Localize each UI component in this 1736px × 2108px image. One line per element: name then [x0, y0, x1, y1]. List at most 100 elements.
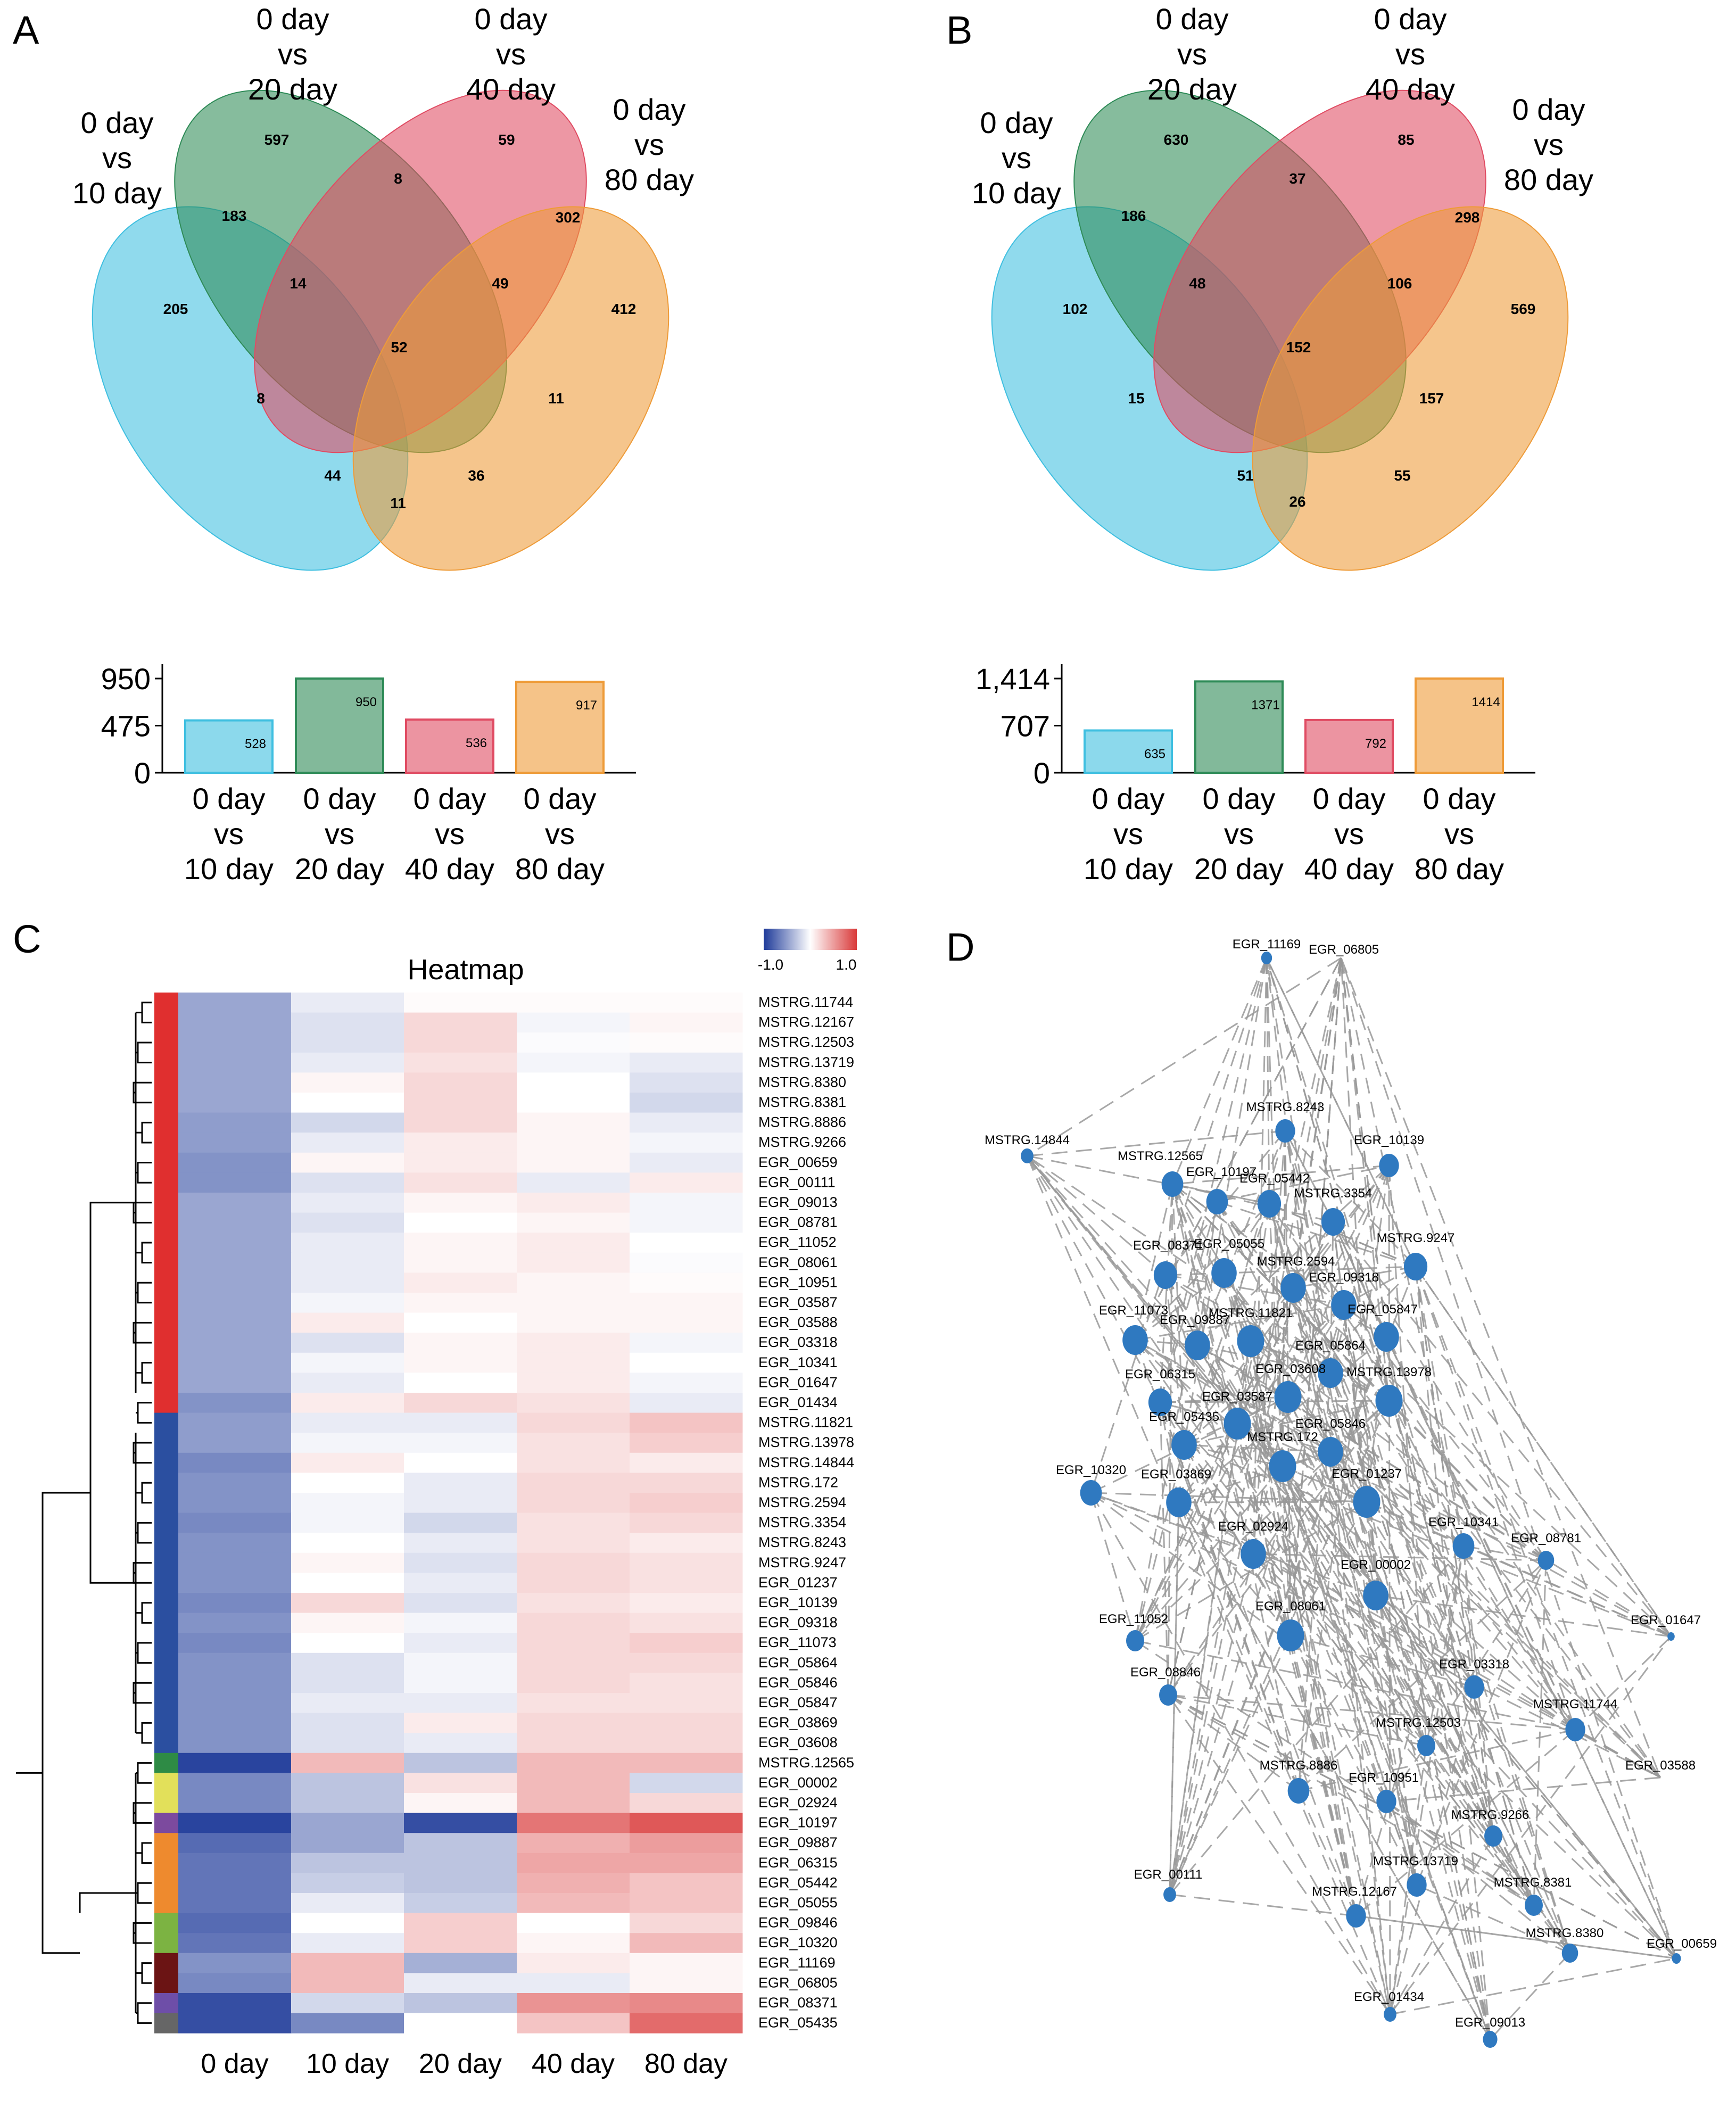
heatmap-cell [630, 1853, 743, 1873]
network-edge [1366, 1336, 1387, 1502]
network-edge [1178, 1423, 1238, 1503]
heatmap-cell [178, 1813, 292, 1833]
network-edge [1340, 957, 1465, 1547]
y-tick-label: 707 [1001, 709, 1050, 743]
network-edge [1343, 1266, 1416, 1306]
y-tick-label: 950 [101, 662, 151, 696]
venn-set-label: 0 day [613, 93, 686, 126]
heatmap-row-label: EGR_05847 [758, 1694, 838, 1710]
heatmap-cell [178, 1373, 292, 1393]
heatmap-cell [517, 1193, 630, 1213]
network-edge [1223, 1272, 1475, 1688]
heatmap-cell [291, 1393, 404, 1413]
cluster-strip [154, 1813, 178, 1833]
network-node-label: EGR_03318 [1439, 1657, 1509, 1672]
network-edge [1425, 1545, 1465, 1746]
heatmap-row-label: MSTRG.13978 [758, 1434, 854, 1450]
heatmap-cell [291, 1993, 404, 2014]
network-edge [1159, 1402, 1169, 1696]
network-node-label: MSTRG.8381 [1494, 1875, 1572, 1890]
network-edge [1026, 1155, 1391, 2015]
network-edge [1385, 1336, 1494, 1837]
heatmap-cell [630, 1573, 743, 1593]
heatmap-cell [178, 1233, 292, 1253]
heatmap-cell [178, 1512, 292, 1533]
colorbar-max-label: 1.0 [836, 956, 857, 973]
network-edge [1388, 1165, 1391, 2015]
network-edge [1159, 1402, 1300, 1791]
network-edge [1390, 1957, 1677, 2015]
heatmap-cell [517, 1233, 630, 1253]
venn-set-label: 20 day [1147, 72, 1237, 106]
network-node [1667, 1632, 1675, 1641]
heatmap-cell [517, 1493, 630, 1514]
network-node [1021, 1148, 1034, 1163]
heatmap-cell [178, 1072, 292, 1093]
heatmap-cell [404, 1233, 517, 1253]
heatmap-cell [404, 1752, 517, 1773]
network-edge [1266, 957, 1270, 1204]
network-edge [1135, 1339, 1672, 1638]
heatmap-cell [404, 1633, 517, 1654]
network-node-label: EGR_03869 [1141, 1467, 1211, 1482]
network-edge [1415, 1266, 1491, 2040]
network-node [1153, 1261, 1178, 1289]
network-node-label: EGR_11073 [1099, 1303, 1168, 1318]
network-edge [1425, 1745, 1571, 1954]
heatmap-cell [630, 1973, 743, 1994]
heatmap-row-label: MSTRG.14844 [758, 1454, 854, 1470]
heatmap-cell [517, 1352, 630, 1373]
venn-region-r20_80: 11 [548, 390, 564, 407]
network-node [1257, 1190, 1282, 1218]
venn-region-r20_40: 37 [1289, 170, 1305, 187]
network-edge [1171, 957, 1268, 1185]
heatmap-cell [404, 1493, 517, 1514]
network-edge [1287, 1396, 1661, 1779]
heatmap-cell [404, 1853, 517, 1873]
heatmap-row-label: MSTRG.8886 [758, 1114, 846, 1130]
network-node-label: EGR_01434 [1354, 1990, 1424, 2004]
heatmap-cell [291, 1072, 404, 1093]
heatmap-cell [404, 1433, 517, 1453]
network-edge [1268, 1203, 1332, 1452]
network-edge [1027, 957, 1342, 1157]
network-edge [1090, 1492, 1376, 1597]
heatmap-cell [178, 1212, 292, 1233]
heatmap-cell [630, 1093, 743, 1113]
heatmap-cell [404, 1193, 517, 1213]
network-edge [1178, 1501, 1661, 1779]
network-edge [1329, 1451, 1661, 1779]
network-edge [1168, 1694, 1299, 1792]
heatmap-column-label: 80 day [644, 2048, 728, 2079]
network-edge [1463, 1545, 1547, 1561]
heatmap-cell [517, 1052, 630, 1073]
y-tick-label: 475 [101, 709, 151, 743]
network-edge [1135, 1272, 1225, 1341]
heatmap-cell [630, 1032, 743, 1053]
venn-region-r20_40: 8 [394, 170, 402, 187]
heatmap-cell [404, 1833, 517, 1854]
heatmap-row-label: EGR_05846 [758, 1674, 838, 1690]
cluster-strip [154, 1752, 178, 1773]
heatmap-cell [178, 1713, 292, 1733]
x-tick-label: 0 day [414, 782, 486, 815]
network-edge [1375, 1594, 1576, 1731]
heatmap-cell [404, 1152, 517, 1173]
heatmap-cell [517, 1733, 630, 1754]
network-edge [1389, 1636, 1672, 2015]
dendrogram-branch [141, 1121, 152, 1144]
network-edge [1236, 1304, 1345, 1425]
heatmap-cell [178, 1913, 292, 1933]
x-tick-label: 10 day [1084, 852, 1173, 886]
network-edge [1164, 1130, 1286, 1276]
venn-set-label: vs [634, 128, 664, 161]
network-edge [1287, 1396, 1292, 1636]
heatmap-cell [291, 1412, 404, 1433]
dendrogram-branch [137, 1522, 152, 1544]
heatmap-cell [291, 1193, 404, 1213]
heatmap-cell [404, 1052, 517, 1073]
heatmap-cell [178, 1132, 292, 1153]
heatmap-cell [630, 1773, 743, 1793]
venn-set-label: vs [496, 37, 526, 71]
heatmap-cell [630, 1752, 743, 1773]
